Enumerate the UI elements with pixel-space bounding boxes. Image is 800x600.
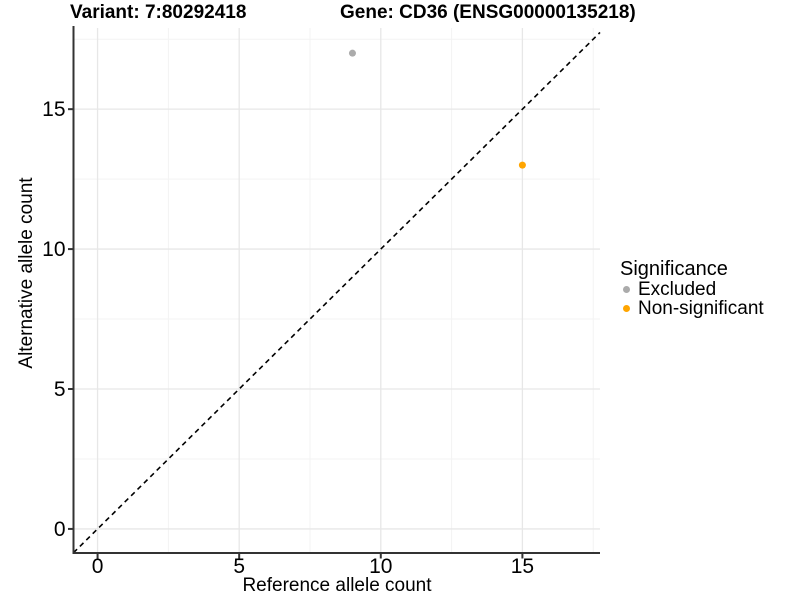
gene-title: Gene: CD36 (ENSG00000135218) [340, 2, 636, 23]
x-tick-label: 15 [511, 555, 534, 578]
legend-key-dot [623, 305, 630, 312]
y-tick-label: 10 [42, 238, 65, 261]
y-tick-label: 0 [54, 518, 66, 541]
legend-item-label: Excluded [638, 279, 717, 300]
identity-reference-line [72, 31, 601, 554]
legend-item-label: Non-significant [638, 298, 764, 319]
y-tick-label: 5 [54, 378, 66, 401]
legend-item-excluded: Excluded [620, 280, 764, 299]
x-tick-label: 0 [92, 555, 104, 578]
legend-items: Excluded Non-significant [620, 280, 764, 318]
axis-lines [72, 26, 600, 554]
legend-item-non-significant: Non-significant [620, 299, 764, 318]
x-axis-title: Reference allele count [242, 575, 432, 596]
y-tick-label: 15 [42, 98, 65, 121]
legend: Significance Excluded Non-significant [620, 258, 764, 318]
y-axis-title: Alternative allele count [16, 177, 37, 369]
x-tick-label: 10 [369, 555, 392, 578]
data-point-excluded [348, 49, 356, 57]
legend-key-dot [623, 286, 630, 293]
variant-title: Variant: 7:80292418 [70, 2, 247, 23]
x-tick-label: 5 [233, 555, 245, 578]
data-point-non-significant [518, 161, 526, 169]
legend-title: Significance [620, 258, 728, 280]
